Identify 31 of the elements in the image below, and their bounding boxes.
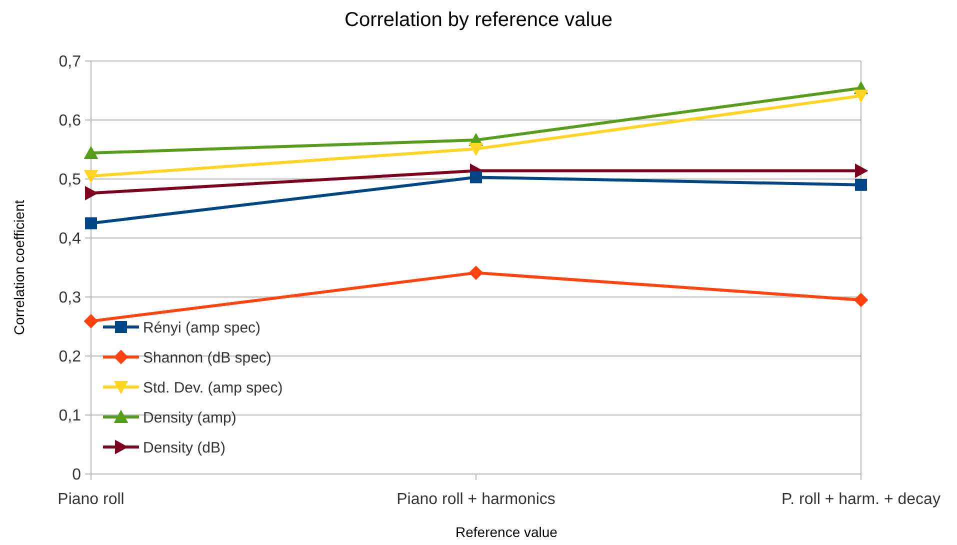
point bbox=[84, 146, 98, 160]
y-axis-title: Correlation coefficient bbox=[11, 200, 27, 336]
x-tick-label: P. roll + harm. + decay bbox=[782, 491, 940, 508]
y-tick-label: 0 bbox=[72, 466, 82, 484]
point bbox=[85, 217, 97, 230]
point bbox=[855, 164, 868, 178]
x-tick-label: Piano roll bbox=[58, 491, 124, 508]
legend-label: Shannon (dB spec) bbox=[143, 349, 272, 366]
y-tick-label: 0,5 bbox=[58, 172, 82, 189]
point bbox=[84, 170, 98, 184]
point bbox=[470, 171, 482, 184]
y-tick-label: 0,2 bbox=[58, 348, 82, 366]
legend-label: Std. Dev. (amp spec) bbox=[143, 379, 283, 396]
point bbox=[854, 292, 868, 308]
point bbox=[85, 186, 98, 200]
chart-title: Correlation by reference value bbox=[344, 9, 612, 31]
y-tick-label: 0,4 bbox=[58, 230, 82, 248]
y-tick-label: 0,3 bbox=[58, 290, 82, 307]
point bbox=[854, 90, 868, 104]
legend-label: Rényi (amp spec) bbox=[143, 319, 261, 336]
point bbox=[84, 314, 98, 328]
y-tick-label: 0,6 bbox=[58, 112, 82, 130]
legend-label: Density (dB) bbox=[143, 439, 226, 456]
y-tick-label: 0,1 bbox=[58, 408, 82, 425]
legend-label: Density (amp) bbox=[143, 409, 236, 426]
point bbox=[855, 178, 867, 191]
point bbox=[468, 266, 484, 280]
x-axis-title: Reference value bbox=[456, 524, 558, 540]
point bbox=[468, 142, 484, 156]
x-tick-label: Piano roll + harmonics bbox=[396, 491, 556, 508]
y-tick-label: 0,7 bbox=[58, 54, 82, 71]
